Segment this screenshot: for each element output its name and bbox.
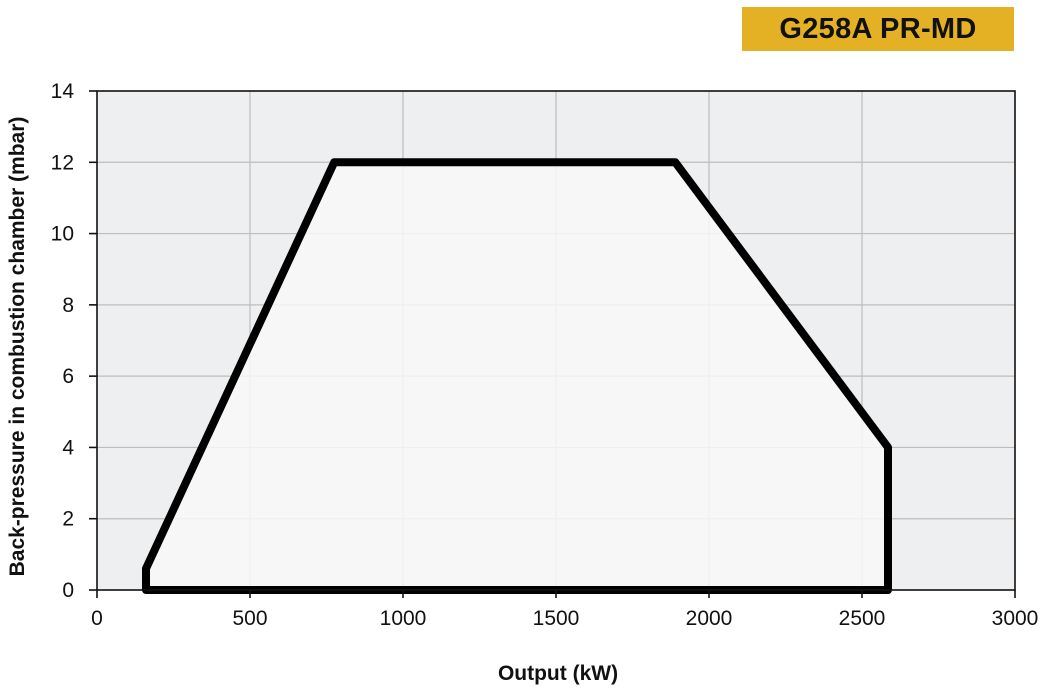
y-axis: 0 2 4 6 8 10 12 14 — [51, 80, 97, 602]
y-tick-label: 8 — [62, 294, 74, 317]
x-tick-label: 3000 — [992, 607, 1039, 630]
y-tick-label: 4 — [62, 436, 74, 459]
x-tick-label: 2000 — [686, 607, 733, 630]
model-badge: G258A PR-MD — [742, 7, 1014, 51]
x-tick-label: 1000 — [380, 607, 427, 630]
x-axis: 0 500 1000 1500 2000 2500 3000 — [91, 590, 1038, 630]
y-tick-label: 6 — [62, 365, 74, 388]
y-tick-label: 2 — [62, 508, 74, 531]
y-tick-label: 0 — [62, 579, 74, 602]
y-tick-label: 10 — [51, 223, 74, 246]
x-axis-title: Output (kW) — [498, 662, 618, 685]
model-label: G258A PR-MD — [779, 12, 977, 45]
y-axis-title: Back-pressure in combustion chamber (mba… — [6, 117, 29, 577]
x-tick-label: 2500 — [839, 607, 886, 630]
y-tick-label: 14 — [51, 80, 75, 103]
x-tick-label: 1500 — [533, 607, 580, 630]
y-tick-label: 12 — [51, 151, 74, 174]
x-tick-label: 500 — [232, 607, 267, 630]
x-tick-label: 0 — [91, 607, 103, 630]
